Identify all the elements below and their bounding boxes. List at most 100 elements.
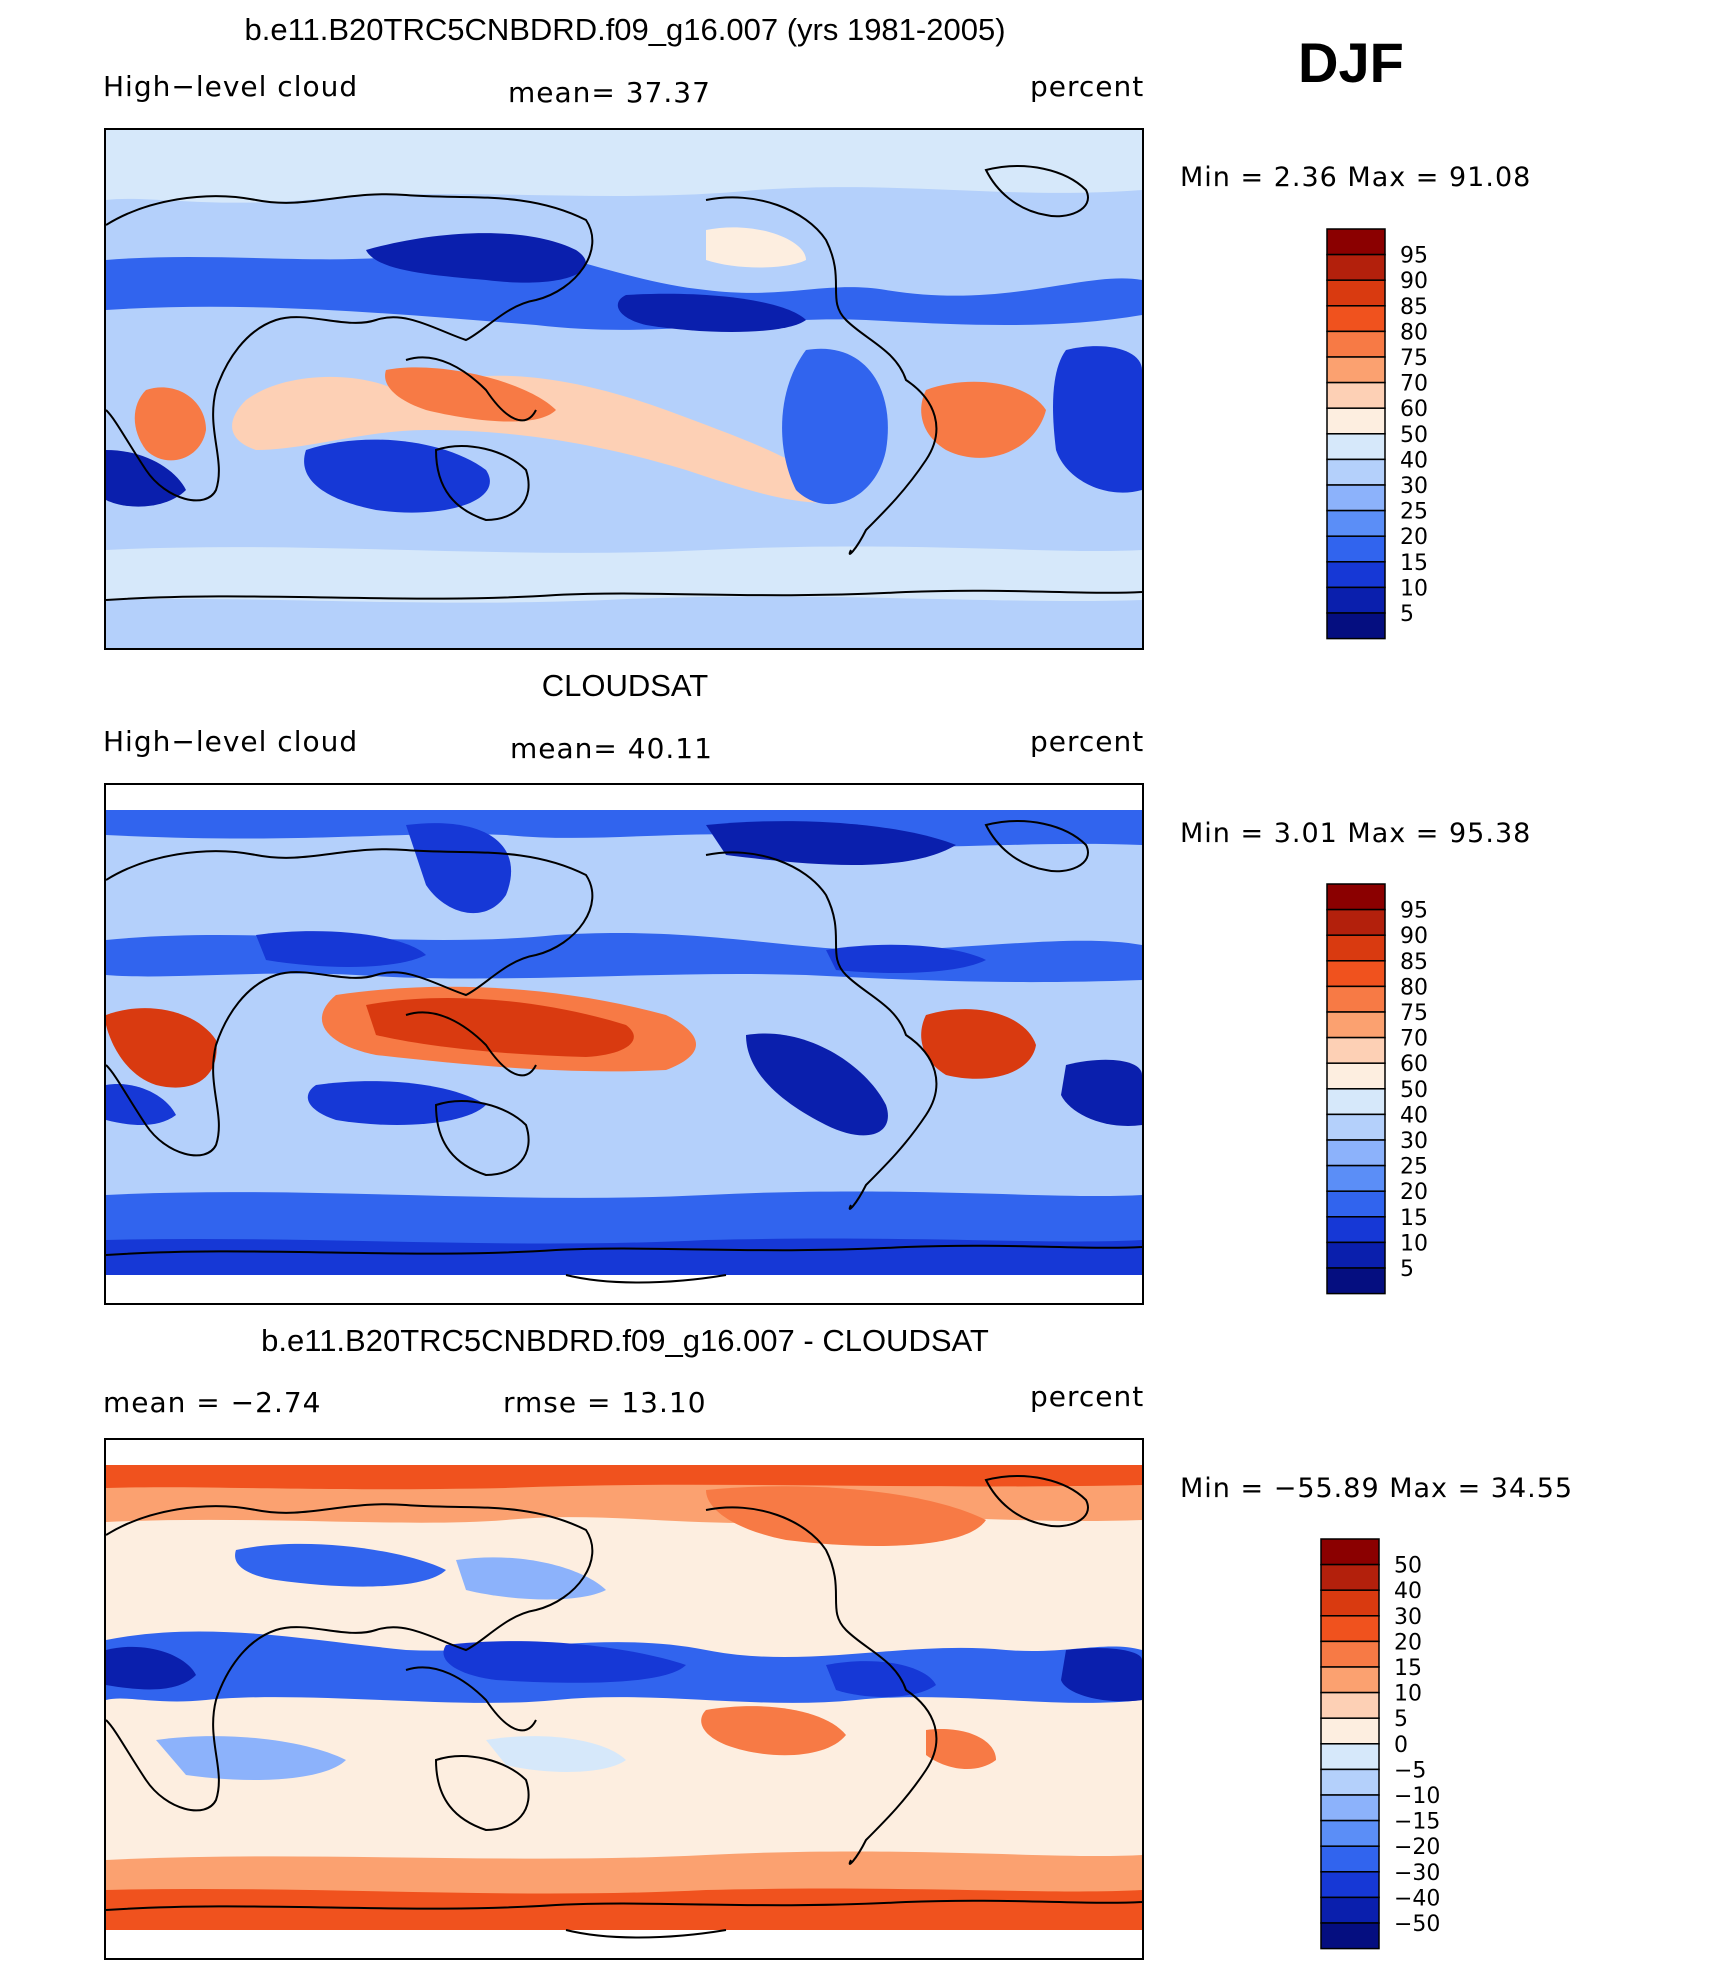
colorbar-box xyxy=(1320,1871,1380,1899)
colorbar-label: 75 xyxy=(1400,1001,1428,1026)
panel-2-mean-label: mean= 40.11 xyxy=(510,732,713,765)
panel-1-units-label: percent xyxy=(1030,70,1145,103)
colorbar-box xyxy=(1326,934,1386,962)
panel-2-title: CLOUDSAT xyxy=(541,668,709,703)
colorbar-label: −15 xyxy=(1394,1810,1440,1835)
colorbar-box xyxy=(1320,1819,1380,1847)
colorbar-box xyxy=(1320,1691,1380,1719)
colorbar-label: 90 xyxy=(1400,269,1428,294)
colorbar-label: 70 xyxy=(1400,1027,1428,1052)
colorbar-box xyxy=(1326,1088,1386,1116)
panel-3-colorbar: 50 40 30 20 15 10 5 0 −5 −10 −15 −20 −30 −40 −50 xyxy=(1320,1538,1490,1957)
colorbar-box xyxy=(1326,433,1386,461)
colorbar-label: 95 xyxy=(1400,244,1428,269)
colorbar-box xyxy=(1320,1538,1380,1566)
colorbar-label: 5 xyxy=(1400,1257,1414,1282)
panel-2-map xyxy=(104,783,1144,1305)
colorbar-label: 85 xyxy=(1400,295,1428,320)
panel-3-rmse-label: rmse = 13.10 xyxy=(503,1386,707,1419)
colorbar-label: 30 xyxy=(1400,1129,1428,1154)
colorbar-label: 10 xyxy=(1394,1682,1422,1707)
panel-2-minmax: Min = 3.01 Max = 95.38 xyxy=(1180,818,1532,849)
colorbar-box xyxy=(1326,1164,1386,1192)
colorbar-box xyxy=(1326,381,1386,409)
colorbar-label: 80 xyxy=(1400,975,1428,1000)
colorbar-label: 40 xyxy=(1400,448,1428,473)
colorbar-label: 15 xyxy=(1400,551,1428,576)
colorbar-label: 15 xyxy=(1400,1206,1428,1231)
colorbar-label: −50 xyxy=(1394,1912,1440,1937)
colorbar-box xyxy=(1320,1768,1380,1796)
colorbar-label: 75 xyxy=(1400,346,1428,371)
panel-1-mean-label: mean= 37.37 xyxy=(508,76,711,109)
colorbar-label: 0 xyxy=(1394,1733,1408,1758)
colorbar-box xyxy=(1320,1589,1380,1617)
colorbar-box xyxy=(1326,1216,1386,1244)
colorbar-label: −40 xyxy=(1394,1886,1440,1911)
colorbar-box xyxy=(1326,330,1386,358)
colorbar-box xyxy=(1326,1267,1386,1295)
colorbar-label: 5 xyxy=(1400,602,1414,627)
colorbar-box xyxy=(1326,1062,1386,1090)
colorbar-label: 25 xyxy=(1400,500,1428,525)
colorbar-box xyxy=(1320,1845,1380,1873)
colorbar-box xyxy=(1320,1640,1380,1668)
colorbar-box xyxy=(1326,908,1386,936)
colorbar-box xyxy=(1326,985,1386,1013)
panel-1-title: b.e11.B20TRC5CNBDRD.f09_g16.007 (yrs 198… xyxy=(244,12,1006,47)
colorbar-label: 25 xyxy=(1400,1155,1428,1180)
colorbar-label: 5 xyxy=(1394,1707,1408,1732)
colorbar-box xyxy=(1326,305,1386,333)
colorbar-box xyxy=(1326,1241,1386,1269)
colorbar-label: 10 xyxy=(1400,576,1428,601)
colorbar-label: 15 xyxy=(1394,1656,1422,1681)
colorbar-label: −20 xyxy=(1394,1835,1440,1860)
colorbar-box xyxy=(1326,509,1386,537)
colorbar-label: −5 xyxy=(1394,1758,1426,1783)
colorbar-label: 80 xyxy=(1400,320,1428,345)
panel-3-minmax: Min = −55.89 Max = 34.55 xyxy=(1180,1473,1574,1504)
panel-2-variable-label: High−level cloud xyxy=(103,725,359,758)
colorbar-label: 50 xyxy=(1394,1554,1422,1579)
colorbar-box xyxy=(1320,1922,1380,1950)
colorbar-box xyxy=(1320,1666,1380,1694)
colorbar-box xyxy=(1326,407,1386,435)
colorbar-box xyxy=(1326,960,1386,988)
colorbar-box xyxy=(1326,1011,1386,1039)
colorbar-label: −30 xyxy=(1394,1861,1440,1886)
colorbar-label: 20 xyxy=(1400,1180,1428,1205)
colorbar-box xyxy=(1320,1717,1380,1745)
colorbar-label: 30 xyxy=(1400,474,1428,499)
panel-2-units-label: percent xyxy=(1030,725,1145,758)
colorbar-label: 95 xyxy=(1400,899,1428,924)
colorbar-box xyxy=(1320,1896,1380,1924)
colorbar-box xyxy=(1326,586,1386,614)
colorbar-box xyxy=(1326,1036,1386,1064)
colorbar-box xyxy=(1326,1139,1386,1167)
colorbar-label: 10 xyxy=(1400,1231,1428,1256)
colorbar-box xyxy=(1320,1615,1380,1643)
colorbar-label: 60 xyxy=(1400,397,1428,422)
panel-1-variable-label: High−level cloud xyxy=(103,70,359,103)
colorbar-label: 70 xyxy=(1400,372,1428,397)
colorbar-label: 90 xyxy=(1400,924,1428,949)
colorbar-label: 40 xyxy=(1394,1579,1422,1604)
colorbar-label: 30 xyxy=(1394,1605,1422,1630)
colorbar-box xyxy=(1326,458,1386,486)
colorbar-label: 50 xyxy=(1400,1078,1428,1103)
panel-3-map xyxy=(104,1438,1144,1960)
colorbar-label: −10 xyxy=(1394,1784,1440,1809)
colorbar-label: 60 xyxy=(1400,1052,1428,1077)
panel-1-map xyxy=(104,128,1144,650)
colorbar-label: 40 xyxy=(1400,1103,1428,1128)
colorbar-box xyxy=(1326,561,1386,589)
colorbar-box xyxy=(1320,1794,1380,1822)
colorbar-box xyxy=(1326,228,1386,256)
colorbar-box xyxy=(1326,612,1386,640)
colorbar-label: 85 xyxy=(1400,950,1428,975)
panel-1-minmax: Min = 2.36 Max = 91.08 xyxy=(1180,162,1532,193)
colorbar-box xyxy=(1320,1563,1380,1591)
colorbar-box xyxy=(1320,1743,1380,1771)
panel-1-colorbar: 95 90 85 80 75 70 60 50 40 30 25 20 15 10 5 xyxy=(1326,228,1496,647)
colorbar-box xyxy=(1326,253,1386,281)
